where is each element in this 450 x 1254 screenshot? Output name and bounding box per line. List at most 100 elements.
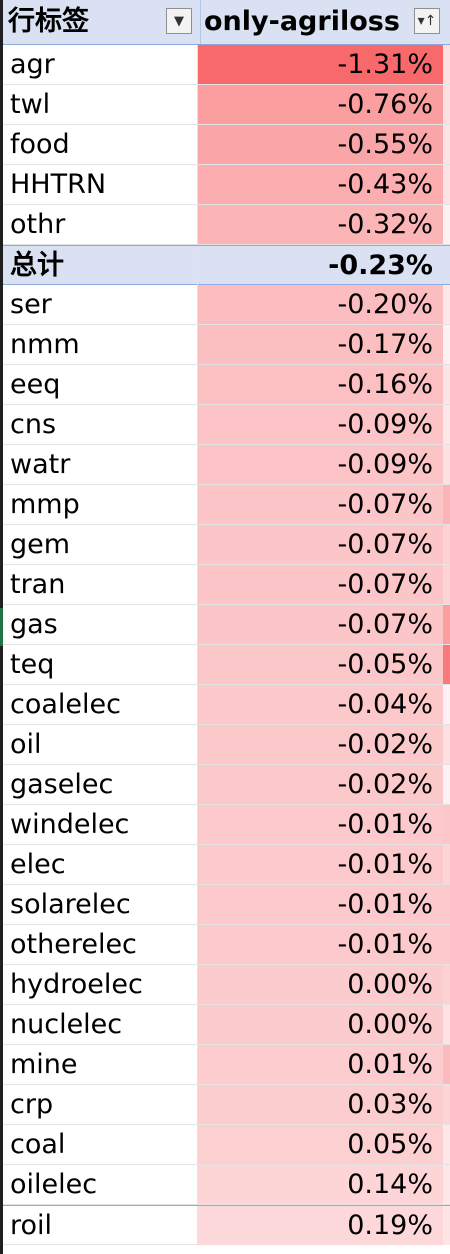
adjacent-column-cell[interactable] (443, 125, 450, 164)
value-cell[interactable]: -0.55% (198, 125, 443, 164)
row-label-cell[interactable]: otherelec (10, 929, 137, 960)
adjacent-column-cell[interactable] (443, 645, 450, 684)
table-row[interactable]: mine 0.01% (3, 1045, 450, 1085)
adjacent-column-cell[interactable] (443, 1206, 450, 1245)
row-label-cell[interactable]: solarelec (10, 889, 131, 920)
value-cell[interactable]: -0.17% (198, 325, 443, 364)
row-label-cell[interactable]: mine (10, 1049, 78, 1080)
value-cell[interactable]: -0.20% (198, 285, 443, 324)
value-cell[interactable]: -0.43% (198, 165, 443, 204)
table-row[interactable]: tran -0.07% (3, 565, 450, 605)
row-label-cell[interactable]: cns (10, 409, 57, 440)
adjacent-column-cell[interactable] (443, 85, 450, 124)
value-cell[interactable]: 0.19% (198, 1206, 443, 1245)
table-row[interactable]: windelec -0.01% (3, 805, 450, 845)
sort-filter-icon[interactable]: ▾↑ (414, 8, 440, 34)
table-row[interactable]: coal 0.05% (3, 1125, 450, 1165)
adjacent-column-cell[interactable] (443, 1085, 450, 1124)
value-cell[interactable]: 0.05% (198, 1125, 443, 1164)
value-cell[interactable]: -0.01% (198, 885, 443, 924)
value-cell[interactable]: -0.07% (198, 605, 443, 644)
value-cell[interactable]: -0.09% (198, 445, 443, 484)
table-row[interactable]: oilelec 0.14% (3, 1165, 450, 1205)
table-row[interactable]: eeq -0.16% (3, 365, 450, 405)
value-cell[interactable]: -0.16% (198, 365, 443, 404)
row-labels-header[interactable]: 行标签 (8, 6, 89, 37)
adjacent-column-cell[interactable] (443, 485, 450, 524)
adjacent-column-cell[interactable] (443, 885, 450, 924)
row-label-cell[interactable]: nmm (10, 329, 80, 360)
table-row[interactable]: crp 0.03% (3, 1085, 450, 1125)
value-cell[interactable]: -0.07% (198, 485, 443, 524)
table-row[interactable]: twl -0.76% (3, 85, 450, 125)
row-label-cell[interactable]: ser (10, 289, 52, 320)
table-row[interactable]: gaselec -0.02% (3, 765, 450, 805)
adjacent-column-cell[interactable] (443, 685, 450, 724)
adjacent-column-cell[interactable] (443, 1005, 450, 1044)
table-row[interactable]: agr -1.31% (3, 45, 450, 85)
adjacent-column-cell[interactable] (443, 365, 450, 404)
adjacent-column-cell[interactable] (443, 925, 450, 964)
adjacent-column-cell[interactable] (443, 45, 450, 84)
table-row[interactable]: nuclelec 0.00% (3, 1005, 450, 1045)
row-label-cell[interactable]: crp (10, 1089, 54, 1120)
row-label-cell[interactable]: HHTRN (10, 169, 107, 200)
table-row[interactable]: cns -0.09% (3, 405, 450, 445)
value-cell[interactable]: 0.00% (198, 965, 443, 1004)
grand-total-row[interactable]: 总计 -0.23% (3, 245, 450, 285)
value-cell[interactable]: -0.09% (198, 405, 443, 444)
value-cell[interactable]: -1.31% (198, 45, 443, 84)
adjacent-column-cell[interactable] (443, 1125, 450, 1164)
adjacent-column-cell[interactable] (443, 1045, 450, 1084)
adjacent-column-cell[interactable] (443, 565, 450, 604)
table-row[interactable]: otherelec -0.01% (3, 925, 450, 965)
value-cell[interactable]: -0.76% (198, 85, 443, 124)
row-label-cell[interactable]: oilelec (10, 1169, 98, 1200)
adjacent-column-cell[interactable] (443, 285, 450, 324)
table-row[interactable]: watr -0.09% (3, 445, 450, 485)
value-field-header[interactable]: only-agriloss (204, 6, 400, 37)
table-row[interactable]: elec -0.01% (3, 845, 450, 885)
row-label-cell[interactable]: food (10, 129, 70, 160)
table-row[interactable]: gas -0.07% (3, 605, 450, 645)
value-cell[interactable]: -0.04% (198, 685, 443, 724)
value-cell[interactable]: 0.01% (198, 1045, 443, 1084)
value-cell[interactable]: 0.03% (198, 1085, 443, 1124)
row-label-cell[interactable]: oil (10, 729, 42, 760)
row-label-cell[interactable]: windelec (10, 809, 130, 840)
grand-total-label[interactable]: 总计 (10, 250, 64, 281)
row-label-cell[interactable]: eeq (10, 369, 61, 400)
value-cell[interactable]: -0.01% (198, 845, 443, 884)
value-cell[interactable]: -0.01% (198, 925, 443, 964)
adjacent-column-cell[interactable] (443, 845, 450, 884)
grand-total-value[interactable]: -0.23% (328, 250, 433, 281)
table-row[interactable]: solarelec -0.01% (3, 885, 450, 925)
row-label-cell[interactable]: mmp (10, 489, 80, 520)
adjacent-column-cell[interactable] (443, 765, 450, 804)
value-cell[interactable]: -0.32% (198, 205, 443, 244)
value-cell[interactable]: -0.02% (198, 765, 443, 804)
row-label-cell[interactable]: othr (10, 209, 66, 240)
row-label-cell[interactable]: nuclelec (10, 1009, 123, 1040)
adjacent-column-cell[interactable] (443, 525, 450, 564)
table-row[interactable]: food -0.55% (3, 125, 450, 165)
row-label-cell[interactable]: twl (10, 89, 51, 120)
value-cell[interactable]: -0.02% (198, 725, 443, 764)
value-cell[interactable]: 0.14% (198, 1165, 443, 1204)
adjacent-column-cell[interactable] (443, 405, 450, 444)
table-row[interactable]: mmp -0.07% (3, 485, 450, 525)
row-label-cell[interactable]: elec (10, 849, 66, 880)
adjacent-column-cell[interactable] (443, 1165, 450, 1204)
table-row[interactable]: teq -0.05% (3, 645, 450, 685)
table-row[interactable]: nmm -0.17% (3, 325, 450, 365)
adjacent-column-cell[interactable] (443, 445, 450, 484)
adjacent-column-cell[interactable] (443, 246, 450, 285)
row-label-cell[interactable]: gaselec (10, 769, 114, 800)
row-label-cell[interactable]: gas (10, 609, 58, 640)
row-label-cell[interactable]: teq (10, 649, 55, 680)
row-label-cell[interactable]: agr (10, 49, 55, 80)
value-cell[interactable]: -0.07% (198, 565, 443, 604)
table-row[interactable]: coalelec -0.04% (3, 685, 450, 725)
row-label-cell[interactable]: hydroelec (10, 969, 143, 1000)
table-row[interactable]: oil -0.02% (3, 725, 450, 765)
